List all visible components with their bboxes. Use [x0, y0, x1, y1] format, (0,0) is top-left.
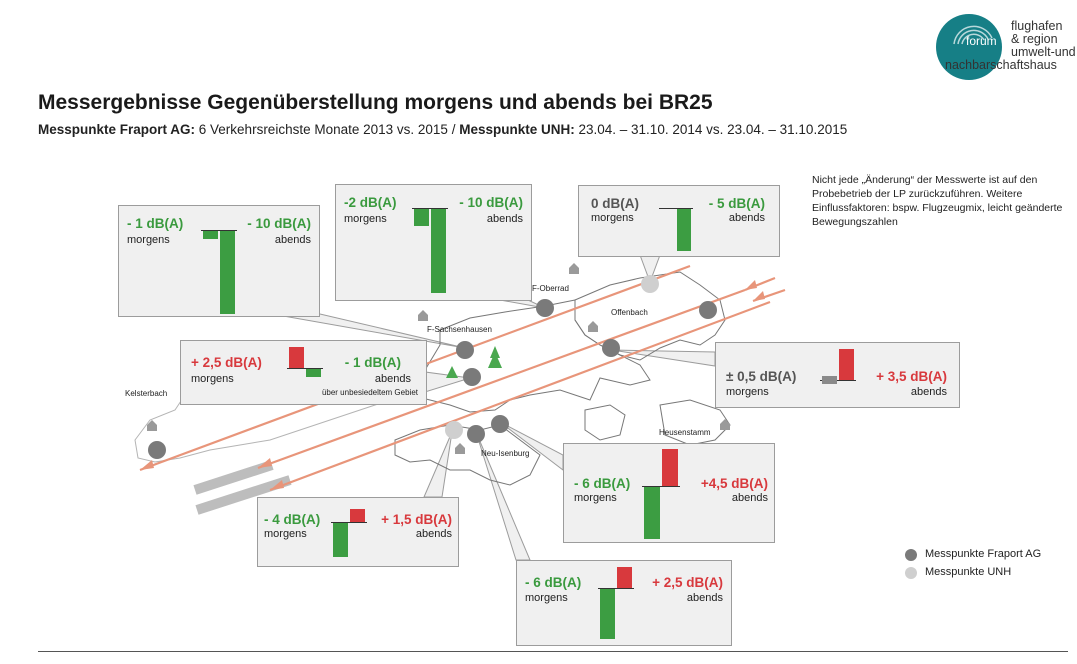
label-abends: abends	[731, 492, 768, 504]
logo-arcs-icon	[953, 25, 993, 45]
bar-morgens	[600, 589, 615, 639]
logo-text: flughafen & region umwelt-und nachbarsch…	[945, 19, 1076, 72]
label-morgens: morgens	[574, 492, 617, 504]
bar-morgens	[414, 209, 429, 226]
value-morgens: - 4 dB(A)	[264, 512, 321, 527]
label-unbesiedelt: über unbesiedeltem Gebiet	[321, 388, 418, 397]
legend-unh-icon	[905, 567, 917, 579]
callout-box-5: ± 0,5 dB(A) morgens + 3,5 dB(A) abends	[715, 342, 960, 408]
place-sachsenhausen: F-Sachsenhausen	[427, 325, 492, 334]
label-morgens: morgens	[127, 234, 170, 246]
footer-divider	[38, 651, 1068, 652]
bar-morgens	[644, 487, 660, 539]
callout-box-8: - 6 dB(A) morgens + 2,5 dB(A) abends	[516, 560, 732, 646]
bar-abends	[220, 231, 235, 314]
bar-abends	[617, 567, 632, 588]
value-abends: + 2,5 dB(A)	[652, 575, 723, 590]
label-abends: abends	[274, 234, 311, 246]
place-offenbach: Offenbach	[611, 308, 648, 317]
callout-box-4: + 2,5 dB(A) morgens - 1 dB(A) abends übe…	[180, 340, 427, 405]
callout-box-6: - 6 dB(A) morgens +4,5 dB(A) abends	[563, 443, 775, 543]
logo-circle: forum	[936, 14, 1002, 80]
bar-abends	[839, 349, 854, 380]
bar-morgens	[203, 231, 218, 239]
label-abends: abends	[415, 528, 452, 540]
place-neuisenburg: Neu-Isenburg	[481, 449, 530, 458]
label-morgens: morgens	[591, 212, 634, 224]
place-kelsterbach: Kelsterbach	[125, 389, 168, 398]
value-morgens: ± 0,5 dB(A)	[726, 369, 797, 384]
place-oberrad: F-Oberrad	[532, 284, 569, 293]
info-note: Nicht jede „Änderung“ der Messwerte ist …	[812, 174, 1063, 228]
legend-fraport-label: Messpunkte Fraport AG	[925, 548, 1042, 560]
value-morgens: -2 dB(A)	[344, 195, 397, 210]
value-morgens: + 2,5 dB(A)	[191, 355, 262, 370]
value-morgens: - 6 dB(A)	[525, 575, 582, 590]
legend-fraport-icon	[905, 549, 917, 561]
label-abends: abends	[686, 592, 723, 604]
label-abends: abends	[486, 213, 523, 225]
label-morgens: morgens	[726, 386, 769, 398]
label-abends: abends	[910, 386, 947, 398]
value-morgens: 0 dB(A)	[591, 196, 639, 211]
value-abends: + 3,5 dB(A)	[876, 369, 947, 384]
bar-abends	[306, 369, 321, 377]
value-abends: +4,5 dB(A)	[700, 476, 768, 491]
page-subtitle: Messpunkte Fraport AG: 6 Verkehrsreichst…	[38, 122, 848, 137]
value-abends: - 1 dB(A)	[344, 355, 401, 370]
value-abends: - 5 dB(A)	[708, 196, 765, 211]
logo-forum: forum	[966, 34, 997, 48]
value-abends: - 10 dB(A)	[459, 195, 523, 210]
bar-morgens	[333, 523, 348, 557]
label-abends: abends	[728, 212, 765, 224]
label-morgens: morgens	[344, 213, 387, 225]
legend-unh-label: Messpunkte UNH	[925, 566, 1012, 578]
place-heusenstamm: Heusenstamm	[659, 428, 711, 437]
callout-box-2: -2 dB(A) morgens - 10 dB(A) abends	[335, 184, 532, 301]
bar-abends	[677, 209, 691, 251]
value-morgens: - 1 dB(A)	[127, 216, 184, 231]
callout-box-3: 0 dB(A) morgens - 5 dB(A) abends	[578, 185, 780, 257]
label-morgens: morgens	[191, 373, 234, 385]
bar-abends	[350, 509, 365, 522]
page-title: Messergebnisse Gegenüberstellung morgens…	[38, 91, 713, 114]
bar-abends	[662, 449, 678, 486]
callout-box-7: - 4 dB(A) morgens + 1,5 dB(A) abends	[257, 497, 459, 567]
value-morgens: - 6 dB(A)	[574, 476, 631, 491]
label-morgens: morgens	[525, 592, 568, 604]
label-morgens: morgens	[264, 528, 307, 540]
label-abends: abends	[374, 373, 411, 385]
value-abends: - 10 dB(A)	[247, 216, 311, 231]
bar-morgens	[822, 376, 837, 384]
callout-box-1: - 1 dB(A) morgens - 10 dB(A) abends	[118, 205, 320, 317]
bar-abends	[431, 209, 446, 293]
bar-morgens	[289, 347, 304, 368]
value-abends: + 1,5 dB(A)	[381, 512, 452, 527]
